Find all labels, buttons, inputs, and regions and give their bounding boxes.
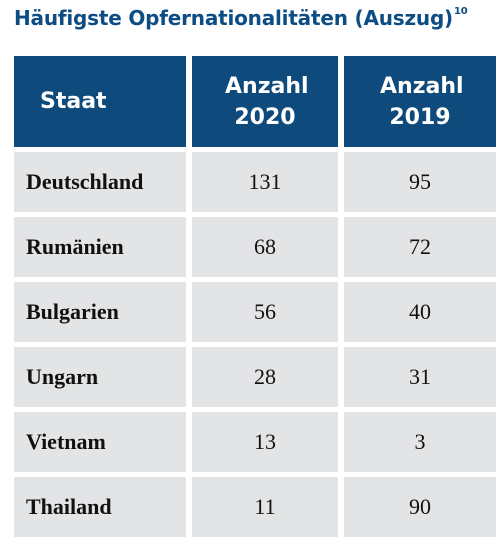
cell-2020: 11 — [192, 477, 338, 537]
nationality-table: Staat Anzahl 2020 Anzahl 2019 Deutschlan… — [14, 56, 496, 537]
title-text: Häufigste Opfernationalitäten (Auszug) — [14, 6, 454, 30]
cell-2019: 31 — [344, 347, 496, 407]
page-title: Häufigste Opfernationalitäten (Auszug)10 — [14, 6, 468, 30]
cell-2020: 131 — [192, 152, 338, 212]
footnote-marker: 10 — [454, 6, 468, 18]
cell-staat: Vietnam — [14, 412, 186, 472]
cell-2019: 95 — [344, 152, 496, 212]
cell-2020: 68 — [192, 217, 338, 277]
cell-2019: 3 — [344, 412, 496, 472]
cell-2020: 13 — [192, 412, 338, 472]
cell-2019: 72 — [344, 217, 496, 277]
cell-staat: Deutschland — [14, 152, 186, 212]
cell-2020: 56 — [192, 282, 338, 342]
cell-2020: 28 — [192, 347, 338, 407]
cell-2019: 90 — [344, 477, 496, 537]
header-anzahl-2020: Anzahl 2020 — [192, 56, 338, 147]
cell-2019: 40 — [344, 282, 496, 342]
cell-staat: Thailand — [14, 477, 186, 537]
header-staat: Staat — [14, 56, 186, 147]
cell-staat: Bulgarien — [14, 282, 186, 342]
header-anzahl-2019: Anzahl 2019 — [344, 56, 496, 147]
cell-staat: Ungarn — [14, 347, 186, 407]
cell-staat: Rumänien — [14, 217, 186, 277]
